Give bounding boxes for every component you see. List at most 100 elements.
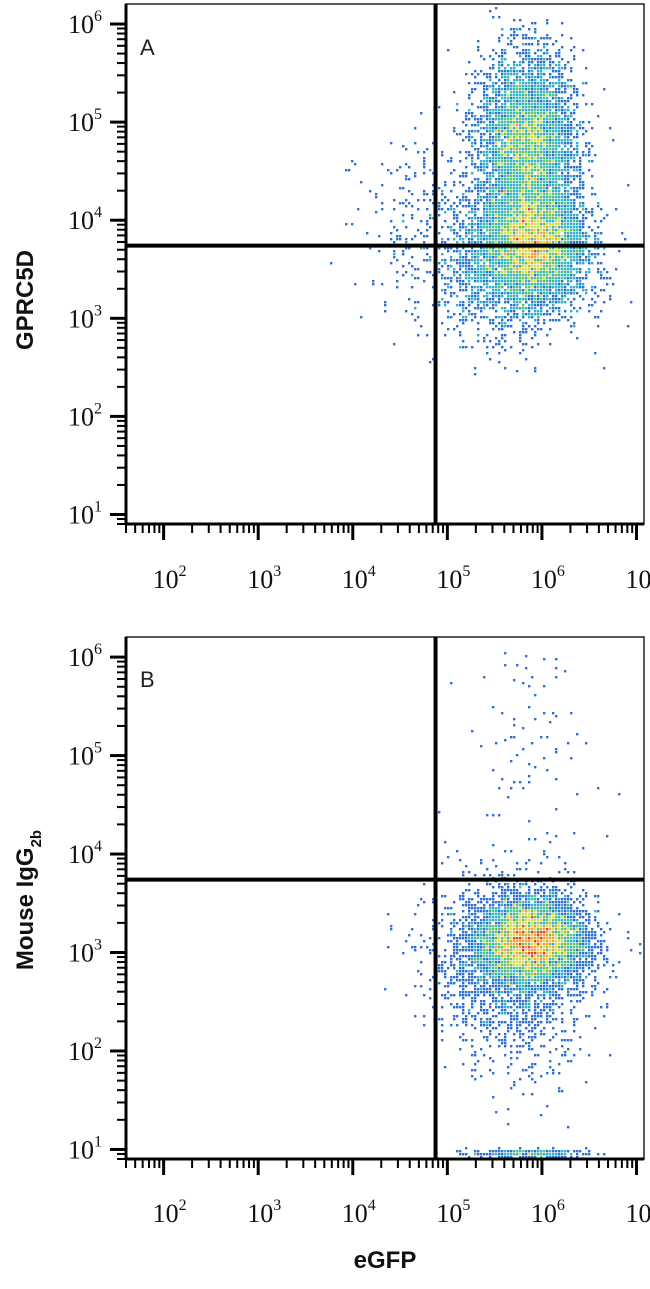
event-dot (561, 241, 564, 244)
event-dot (510, 346, 513, 349)
event-dot (552, 319, 555, 322)
event-dot (567, 961, 570, 964)
event-dot (405, 940, 408, 943)
event-dot (489, 202, 492, 205)
event-dot (474, 211, 477, 214)
event-dot (474, 70, 477, 73)
event-dot (504, 937, 507, 940)
event-dot (513, 88, 516, 91)
event-dot (522, 124, 525, 127)
event-dot (468, 916, 471, 919)
event-dot (558, 856, 561, 859)
event-dot (408, 247, 411, 250)
event-dot (588, 934, 591, 937)
event-dot (537, 295, 540, 298)
event-dot (537, 289, 540, 292)
event-dot (519, 961, 522, 964)
event-dot (576, 922, 579, 925)
event-dot (504, 112, 507, 115)
event-dot (525, 961, 528, 964)
event-dot (573, 148, 576, 151)
event-dot (468, 202, 471, 205)
event-dot (567, 253, 570, 256)
event-dot (549, 211, 552, 214)
event-dot (375, 193, 378, 196)
event-dot (540, 301, 543, 304)
event-dot (534, 973, 537, 976)
event-dot (582, 964, 585, 967)
event-dot (450, 190, 453, 193)
event-dot (552, 43, 555, 46)
event-dot (582, 946, 585, 949)
event-dot (552, 238, 555, 241)
event-dot (531, 88, 534, 91)
event-dot (513, 133, 516, 136)
event-dot (507, 967, 510, 970)
event-dot (489, 907, 492, 910)
event-dot (471, 346, 474, 349)
event-dot (492, 280, 495, 283)
event-dot (597, 247, 600, 250)
event-dot (576, 214, 579, 217)
event-dot (585, 211, 588, 214)
event-dot (510, 202, 513, 205)
event-dot (549, 142, 552, 145)
event-dot (561, 193, 564, 196)
event-dot (462, 970, 465, 973)
event-dot (531, 130, 534, 133)
event-dot (534, 112, 537, 115)
event-dot (531, 220, 534, 223)
event-dot (546, 334, 549, 337)
event-dot (546, 151, 549, 154)
event-dot (561, 280, 564, 283)
event-dot (525, 112, 528, 115)
event-dot (483, 955, 486, 958)
event-dot (528, 232, 531, 235)
event-dot (522, 787, 525, 790)
event-dot (546, 118, 549, 121)
event-dot (585, 259, 588, 262)
event-dot (501, 970, 504, 973)
event-dot (561, 967, 564, 970)
event-dot (465, 196, 468, 199)
event-dot (483, 190, 486, 193)
event-dot (498, 322, 501, 325)
event-dot (582, 196, 585, 199)
event-dot (537, 259, 540, 262)
event-dot (483, 316, 486, 319)
event-dot (417, 151, 420, 154)
event-dot (513, 124, 516, 127)
event-dot (468, 271, 471, 274)
event-dot (564, 214, 567, 217)
event-dot (543, 259, 546, 262)
event-dot (501, 61, 504, 64)
event-dot (573, 46, 576, 49)
event-dot (516, 139, 519, 142)
event-dot (528, 151, 531, 154)
event-dot (588, 169, 591, 172)
event-dot (567, 925, 570, 928)
event-dot (483, 226, 486, 229)
event-dot (534, 964, 537, 967)
event-dot (537, 85, 540, 88)
event-dot (432, 928, 435, 931)
event-dot (498, 874, 501, 877)
event-dot (480, 166, 483, 169)
event-dot (534, 145, 537, 148)
event-dot (489, 949, 492, 952)
event-dot (573, 967, 576, 970)
event-dot (459, 181, 462, 184)
event-dot (582, 931, 585, 934)
event-dot (627, 937, 630, 940)
event-dot (504, 208, 507, 211)
event-dot (537, 907, 540, 910)
event-dot (588, 940, 591, 943)
event-dot (552, 127, 555, 130)
event-dot (486, 163, 489, 166)
event-dot (495, 169, 498, 172)
event-dot (483, 295, 486, 298)
event-dot (468, 295, 471, 298)
event-dot (486, 130, 489, 133)
event-dot (519, 151, 522, 154)
event-dot (579, 184, 582, 187)
